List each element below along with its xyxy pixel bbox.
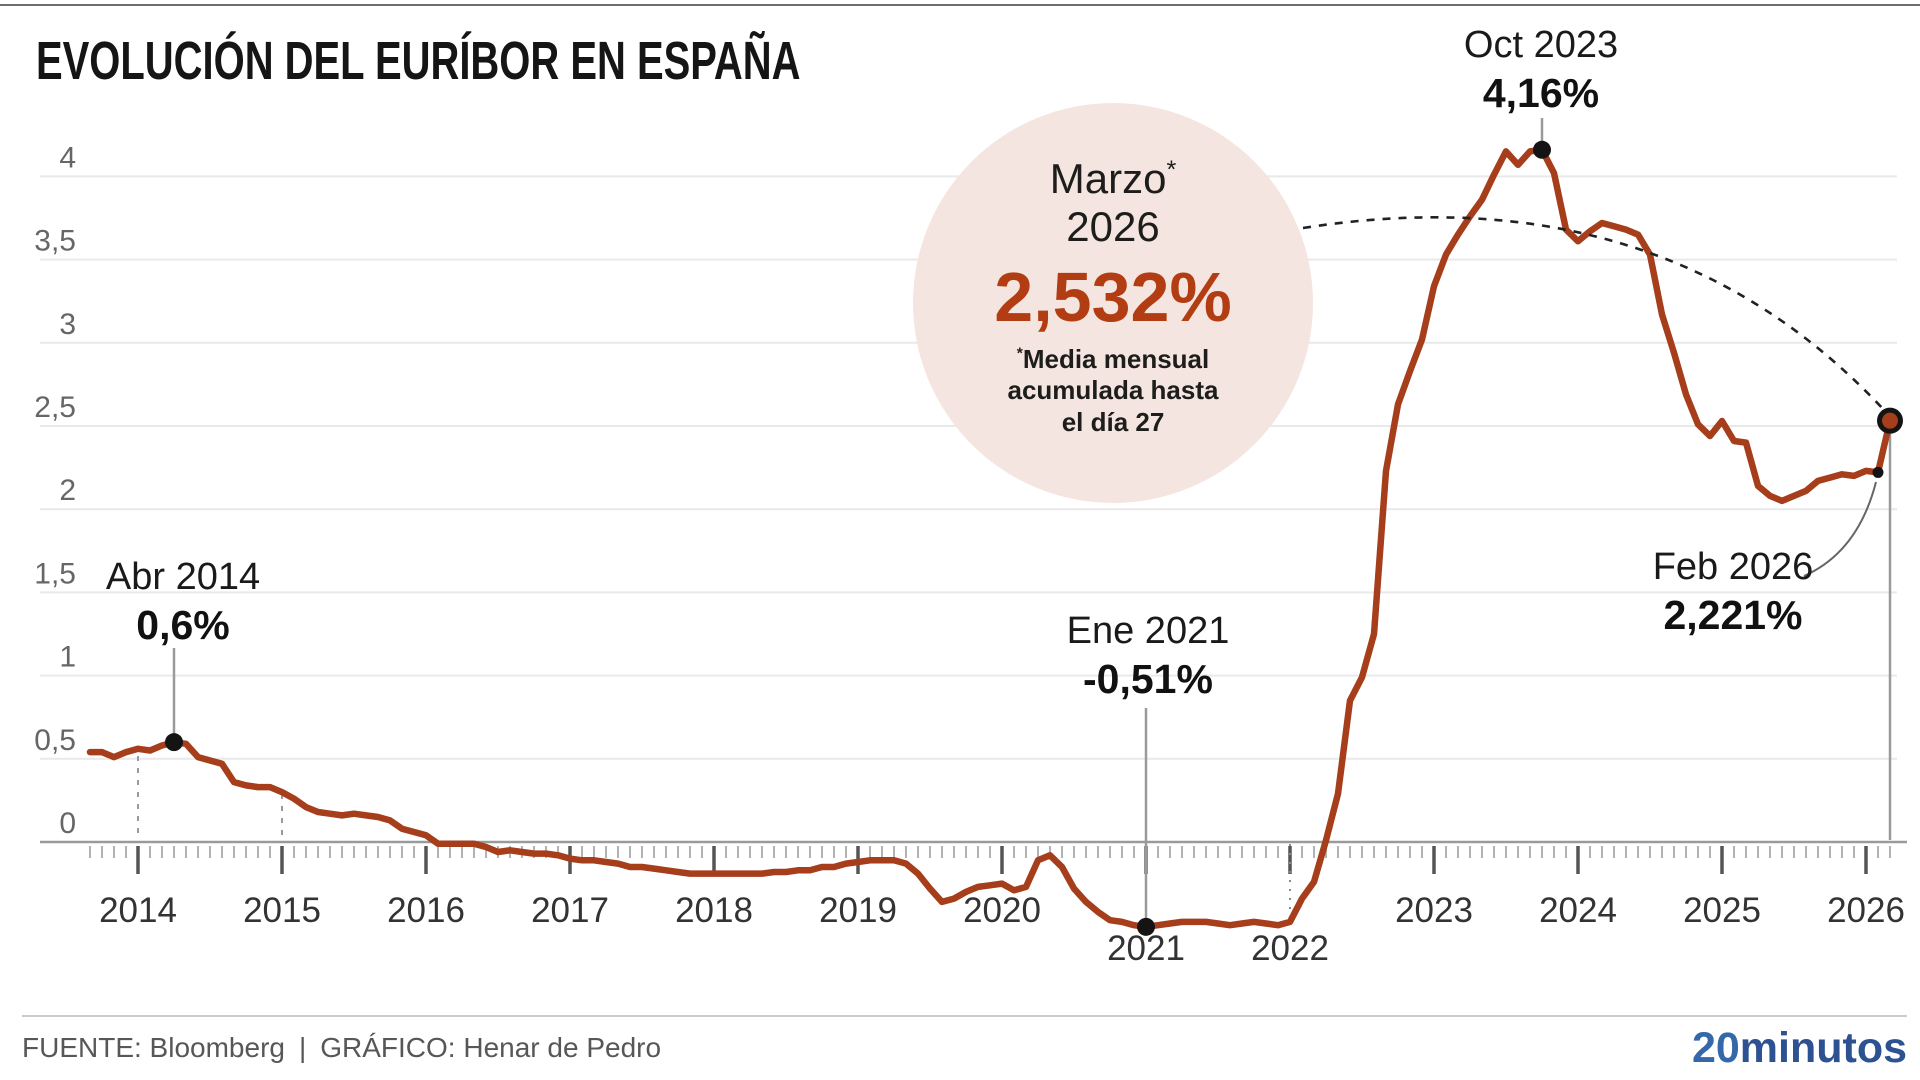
y-tick-label: 0,5 — [34, 724, 76, 757]
annotation-label: Feb 2026 — [1652, 546, 1814, 588]
marzo-footnote: *Media mensual acumulada hasta el día 27 — [913, 344, 1313, 439]
highlight-circle-background — [913, 103, 1313, 503]
asterisk: * — [1166, 156, 1177, 184]
highlight-dot — [165, 733, 183, 752]
y-tick-label: 1,5 — [34, 557, 76, 590]
page-title: EVOLUCIÓN DEL EURÍBOR EN ESPAÑA — [36, 31, 801, 91]
feb2026-connector — [1803, 481, 1877, 577]
x-tick-label: 2014 — [99, 891, 177, 930]
annotation-value: 4,16% — [1482, 69, 1600, 116]
top-rule — [0, 4, 1920, 6]
y-tick-label: 3 — [59, 308, 76, 341]
x-tick-label: 2016 — [387, 891, 465, 930]
x-tick-label: 2020 — [963, 891, 1041, 930]
dashed-arc-to-latest — [1302, 216, 1885, 411]
dots-layer — [165, 140, 1903, 936]
annotation-label: Oct 2023 — [1463, 24, 1619, 66]
x-tick-label: 2019 — [819, 891, 897, 930]
highlight-dot-small — [1872, 466, 1884, 478]
annotation-abr-2014: Abr 2014 0,6% — [106, 556, 260, 648]
highlight-dot — [1137, 917, 1155, 936]
asterisk: * — [1016, 344, 1023, 362]
x-tick-label: 2022 — [1251, 929, 1329, 968]
marzo-year: 2026 — [1066, 203, 1160, 251]
latest-value-ring-dot — [1877, 407, 1903, 434]
separator: | — [298, 1032, 307, 1063]
annotation-oct-2023: Oct 2023 4,16% — [1464, 24, 1618, 116]
footnote-line-3: el día 27 — [1061, 407, 1165, 438]
20minutos-logo: 20minutos — [1692, 1024, 1907, 1073]
y-tick-label: 1 — [59, 641, 76, 674]
x-tick-label: 2015 — [243, 891, 321, 930]
footnote-text: Media mensual — [1022, 343, 1210, 374]
footnote-line-1: *Media mensual — [913, 344, 1313, 376]
annotation-marzo-2026: Marzo* 2026 2,532% *Media mensual acumul… — [913, 103, 1313, 503]
logo-part-minutos: minutos — [1739, 1024, 1907, 1072]
x-tick-label: 2026 — [1827, 891, 1905, 930]
x-tick-label: 2017 — [531, 891, 609, 930]
annotation-feb-2026: Feb 2026 2,221% — [1653, 546, 1814, 638]
source-text: FUENTE: Bloomberg — [22, 1032, 285, 1063]
y-tick-label: 3,5 — [34, 225, 76, 258]
logo-part-20: 20 — [1691, 1024, 1740, 1072]
footer-credits: FUENTE: Bloomberg | GRÁFICO: Henar de Pedr… — [22, 1032, 661, 1064]
footer-divider — [22, 1015, 1907, 1017]
annotation-value: -0,51% — [1083, 655, 1213, 702]
marzo-month-text: Marzo — [1049, 155, 1167, 202]
footnote-line-2: acumulada hasta — [1007, 375, 1219, 406]
annotation-label: Abr 2014 — [105, 556, 261, 598]
euribor-curve — [86, 146, 1894, 931]
y-tick-label: 0 — [59, 807, 76, 840]
marzo-month: Marzo* — [913, 155, 1313, 203]
credit-text: GRÁFICO: Henar de Pedro — [320, 1032, 662, 1063]
x-tick-label: 2025 — [1683, 891, 1761, 930]
x-tick-label: 2018 — [675, 891, 753, 930]
annotation-ene-2021: Ene 2021 -0,51% — [1067, 610, 1230, 702]
annotation-label: Ene 2021 — [1066, 610, 1230, 652]
highlight-dot — [1533, 140, 1551, 159]
y-tick-label: 2,5 — [34, 391, 76, 424]
annotation-value: 2,221% — [1663, 591, 1803, 638]
x-tick-label: 2024 — [1539, 891, 1617, 930]
y-tick-label: 2 — [59, 474, 76, 507]
marzo-value: 2,532% — [994, 257, 1232, 336]
y-tick-label: 4 — [59, 141, 76, 174]
annotation-value: 0,6% — [136, 601, 230, 648]
x-tick-label: 2023 — [1395, 891, 1473, 930]
